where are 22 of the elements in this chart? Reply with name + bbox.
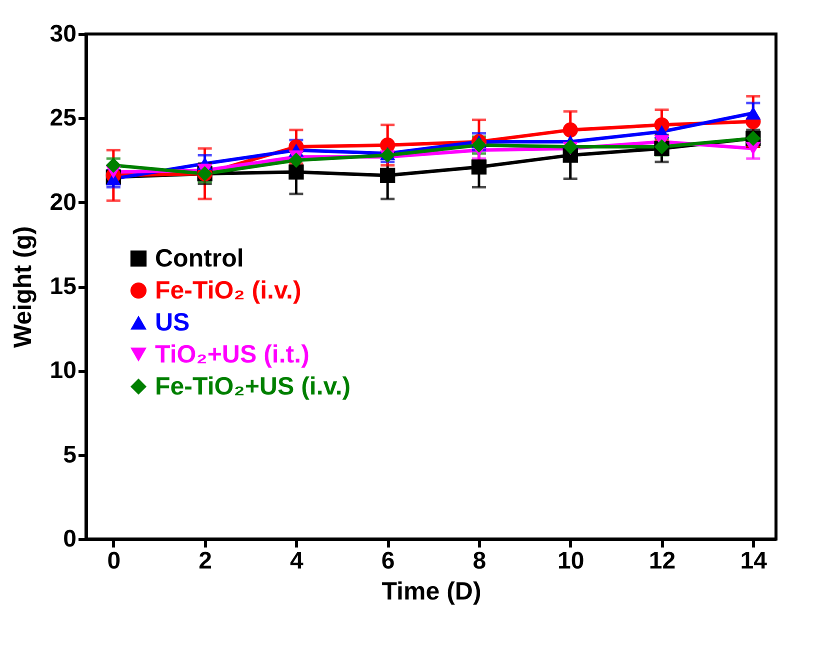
x-tick-label: 0 (107, 548, 121, 574)
legend-label: Fe-TiO₂ (i.v.) (155, 276, 302, 305)
y-axis-title: Weight (g) (8, 226, 37, 348)
legend-label: Control (155, 244, 244, 273)
x-axis-title: Time (D) (382, 578, 482, 606)
y-tick-label: 25 (50, 104, 76, 132)
x-tick-label: 12 (648, 548, 676, 574)
x-tick-label: 4 (290, 548, 304, 574)
x-tick-label: 8 (472, 548, 486, 574)
x-tick-label: 2 (198, 548, 212, 574)
x-tick-label: 6 (381, 548, 395, 574)
y-tick-label: 10 (50, 357, 76, 384)
y-tick-label: 30 (50, 20, 76, 48)
y-tick-label: 0 (63, 526, 76, 552)
legend-label: Fe-TiO₂+US (i.v.) (155, 372, 351, 401)
legend-label: US (155, 308, 190, 337)
y-tick-label: 20 (50, 188, 76, 216)
y-tick-label: 15 (50, 273, 76, 300)
legend-label: TiO₂+US (i.t.) (155, 340, 310, 369)
x-tick-label: 14 (740, 548, 768, 574)
x-tick-label: 10 (558, 548, 584, 574)
y-tick-label: 5 (63, 441, 76, 468)
